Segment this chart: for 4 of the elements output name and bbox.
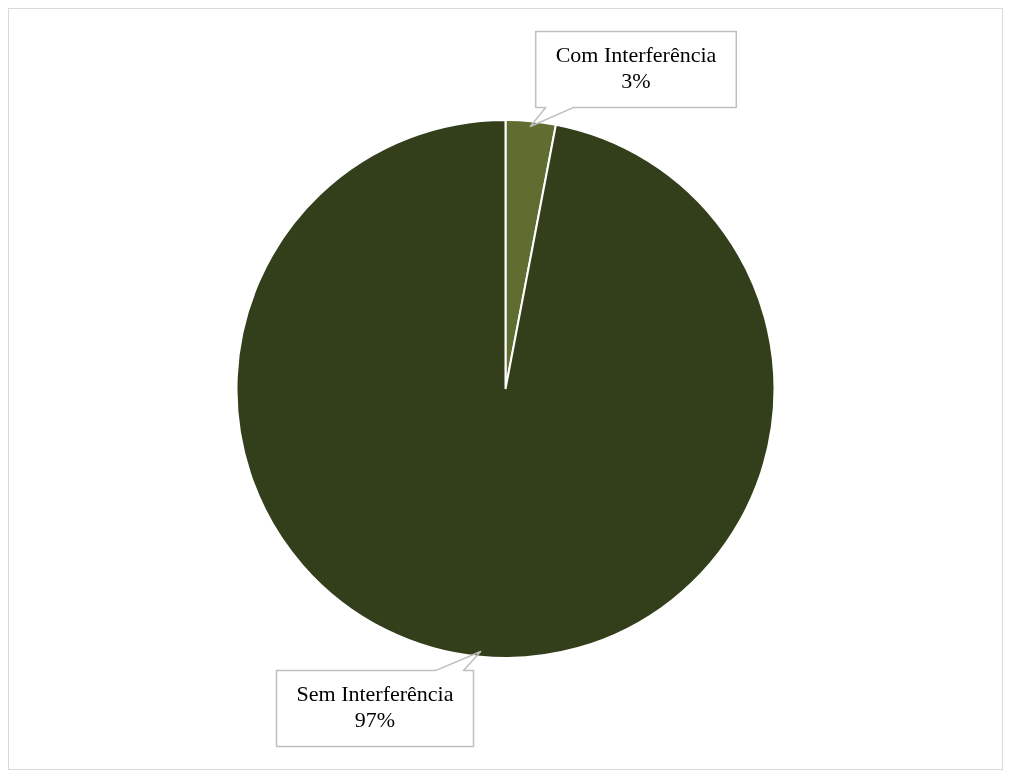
- slice-label: Sem Interferência: [296, 681, 454, 707]
- data-label: 97%: [354, 707, 396, 733]
- data-label: 3%: [621, 68, 651, 94]
- slice-label: Com Interferência: [555, 42, 717, 68]
